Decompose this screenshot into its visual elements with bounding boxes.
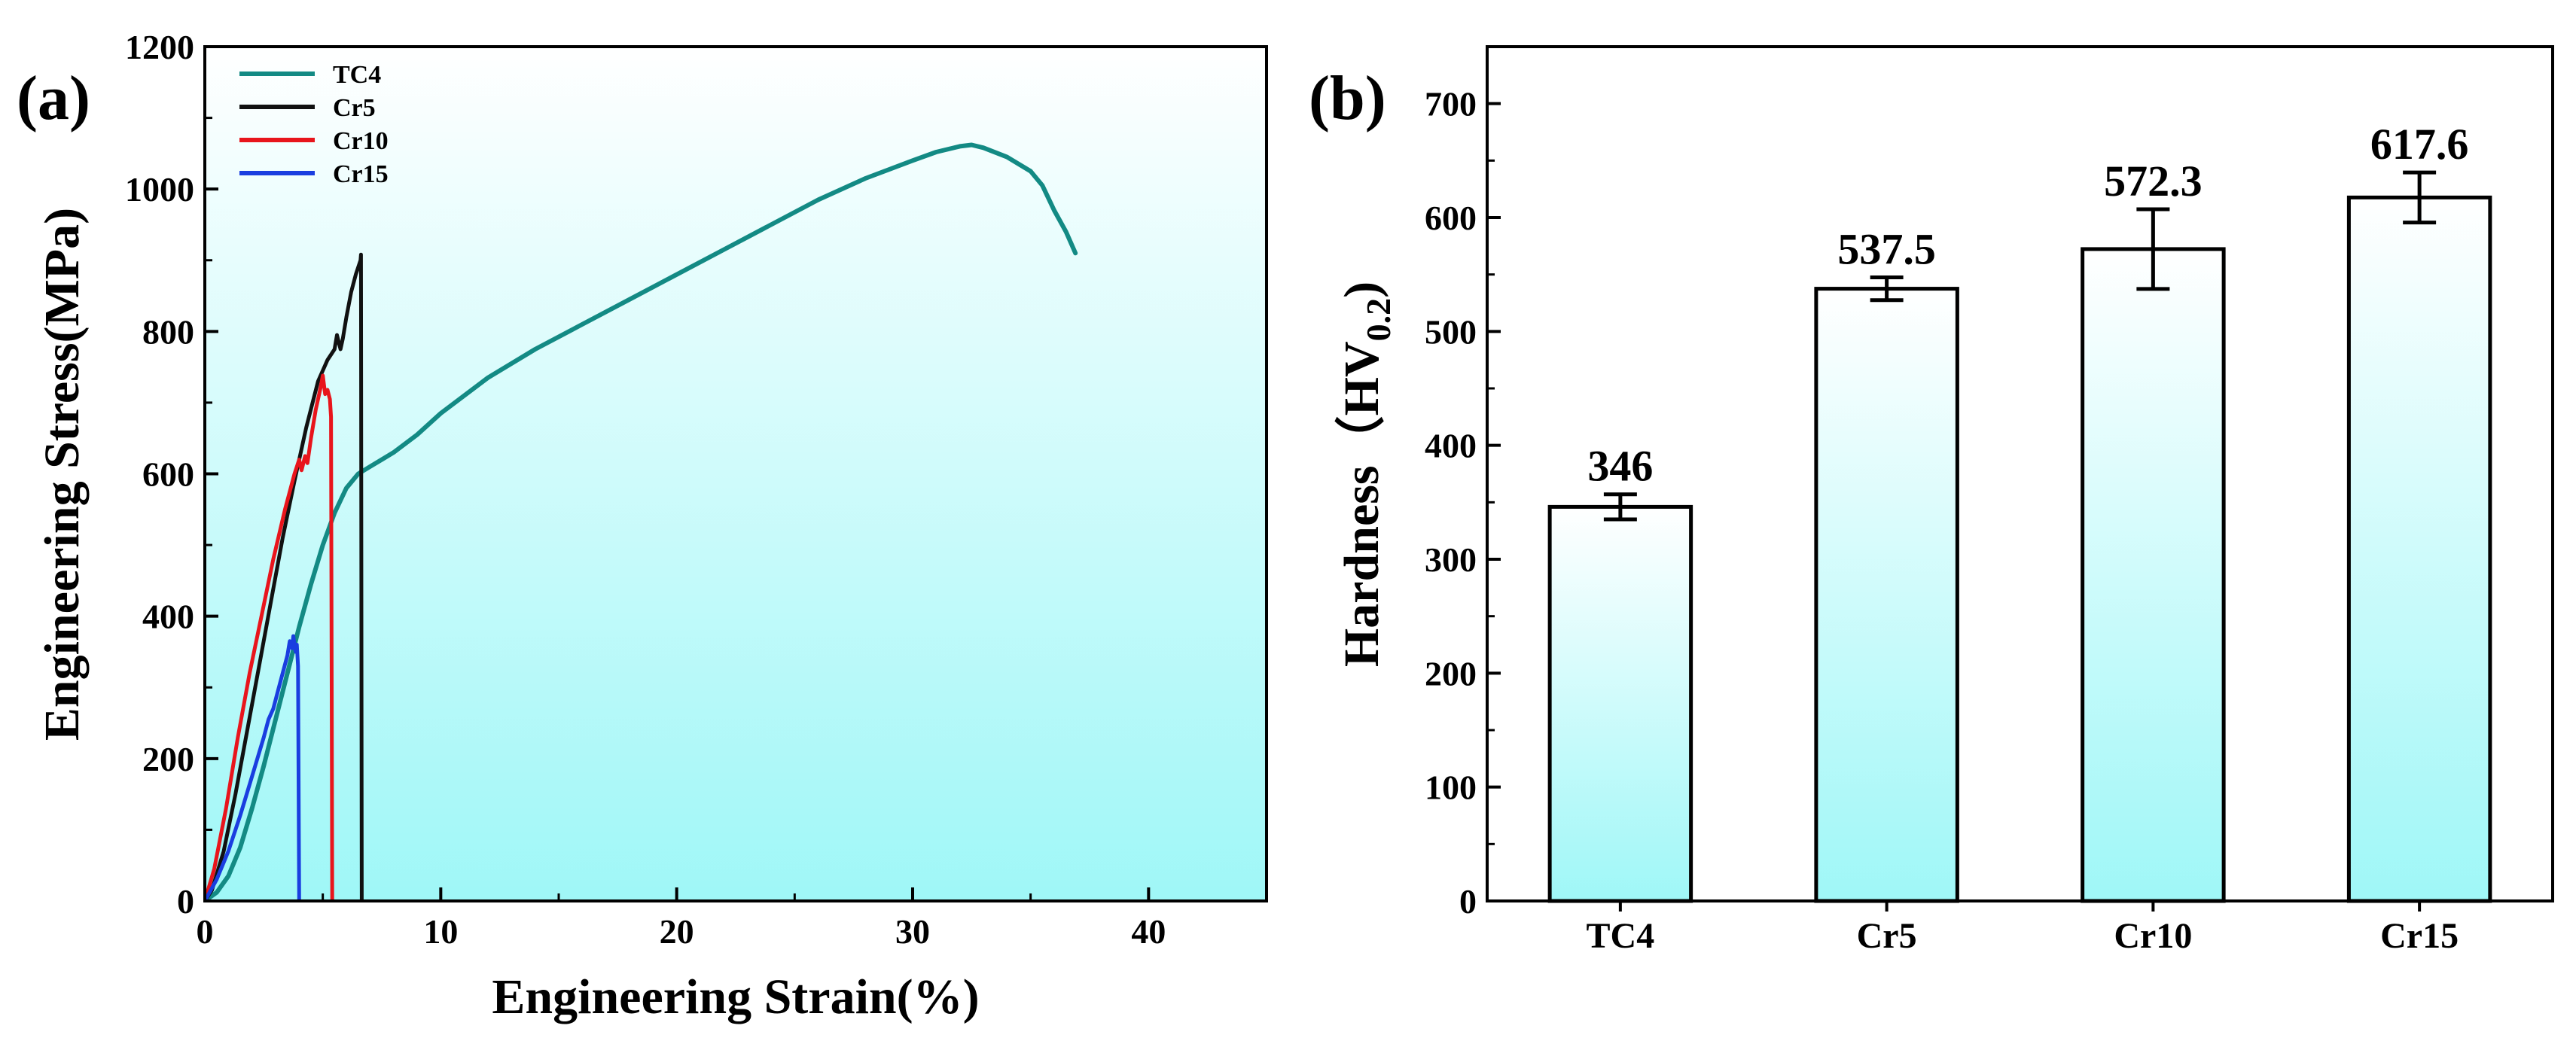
bar-cr10 [2081,247,2226,903]
panel-b-y-label-sub: 0.2 [1359,298,1398,342]
panel-a-x-tick-label: 20 [660,912,694,951]
panel-a-y-tick-label: 400 [142,598,194,636]
panel-b-y-axis-label: Hardness（HV0.2) [1334,282,1398,667]
legend-label-cr5: Cr5 [333,94,376,122]
bar-tc4 [1547,504,1693,903]
panel-b-frame [1486,45,2554,902]
category-label-cr15: Cr15 [2380,916,2459,956]
panel-a-label: (a) [17,63,90,133]
panel-a-legend: TC4 Cr5 Cr10 Cr15 [239,61,389,188]
value-label-cr15: 617.6 [2370,120,2469,169]
panel-b-y-tick-label: 400 [1425,427,1477,465]
panel-a-x-tick-label: 30 [895,912,930,951]
panel-a-plot-background [205,47,1267,901]
panel-b-y-tick-label: 0 [1459,882,1477,921]
panel-b-y-tick-label: 500 [1425,312,1477,351]
panel-a-y-tick-label: 800 [142,312,194,351]
panel-b-y-label-paren-open: （ [1334,415,1389,465]
panel-b-y-label-paren-close: ) [1334,282,1389,298]
value-label-cr10: 572.3 [2104,157,2203,205]
panel-a-x-tick-label: 0 [197,912,214,951]
panel-a-y-tick-label: 200 [142,740,194,778]
panel-a-y-tick-label: 1000 [125,170,194,208]
panel-b-y-tick-label: 100 [1425,769,1477,807]
series-line-tc4 [205,142,1078,901]
panel-a-x-tick-label: 10 [423,912,458,951]
bar-cr5 [1814,287,1959,903]
panel-b-label: (b) [1309,63,1386,133]
panel-a-series [205,142,1078,901]
panel-a-frame [203,45,1268,902]
panel-a-y-tick-label: 1200 [125,28,194,66]
panel-a-y-tick-label: 0 [177,882,194,921]
legend-label-tc4: TC4 [333,61,381,89]
panel-a-y-axis-label: Engineering Stress(MPa) [35,208,90,741]
category-label-tc4: TC4 [1587,916,1655,956]
panel-b: 0 100 200 300 400 500 600 700 TC4 Cr5 Cr10 Cr15 346… [1309,45,2554,956]
panel-b-bars: 346 537.5 572.3 617.6 [1547,120,2492,903]
series-line-cr5 [205,252,364,901]
category-label-cr10: Cr10 [2114,916,2192,956]
panel-a-y-tick-label: 600 [142,455,194,494]
panel-a-x-tick-label: 40 [1131,912,1166,951]
legend-label-cr15: Cr15 [333,160,389,188]
panel-b-y-tick-label: 600 [1425,199,1477,237]
value-label-cr5: 537.5 [1837,224,1936,273]
bar-cr15 [2346,195,2492,903]
series-line-cr10 [205,373,334,901]
value-label-tc4: 346 [1587,442,1653,491]
panel-a-x-axis-label: Engineering Strain(%) [492,969,979,1024]
panel-b-y-label-main: Hardness [1334,465,1389,667]
panel-b-y-tick-label: 300 [1425,540,1477,579]
series-line-cr15 [205,634,301,901]
legend-label-cr10: Cr10 [333,127,389,155]
panel-b-y-tick-label: 700 [1425,85,1477,123]
panel-b-y-label-unit: HV [1334,341,1389,415]
category-label-cr5: Cr5 [1857,916,1917,956]
panel-b-y-tick-label: 200 [1425,654,1477,692]
panel-b-ticks: 0 100 200 300 400 500 600 700 TC4 Cr5 Cr10 Cr15 [1425,85,2459,956]
